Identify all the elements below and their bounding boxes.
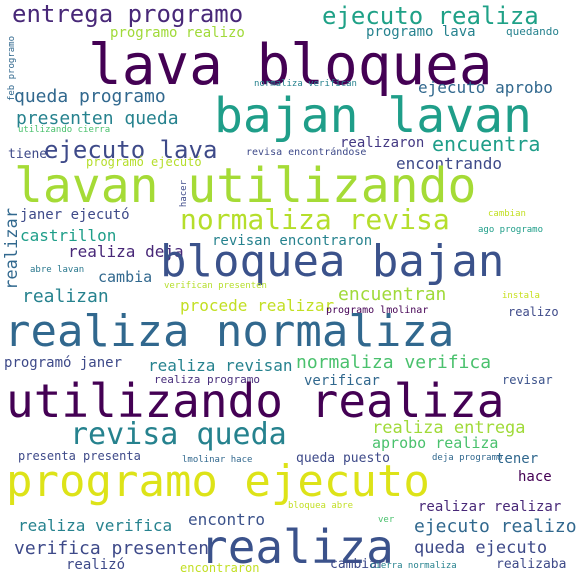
cloud-word: realizar: [2, 208, 22, 290]
cloud-word: tener: [496, 451, 539, 467]
cloud-word: programo lmolinar: [326, 305, 429, 316]
cloud-word: realiza revisan: [148, 356, 293, 375]
cloud-word: verifica presenten: [14, 538, 210, 559]
cloud-word: realizan: [22, 286, 109, 307]
cloud-word: normaliza verifican: [254, 79, 357, 89]
cloud-word: programó janer: [4, 355, 123, 371]
cloud-word: realiza: [200, 520, 394, 574]
cloud-word: programó ejecutó: [86, 155, 202, 169]
cloud-word: verificar: [304, 373, 380, 389]
cloud-word: realizaba: [496, 557, 567, 572]
cloud-word: janer ejecutó: [20, 207, 130, 223]
cloud-word: normaliza revisa: [180, 203, 450, 236]
cloud-word: cambia: [98, 268, 153, 286]
cloud-word: ejecuto realiza: [322, 2, 539, 30]
cloud-word: castrillon: [20, 226, 117, 245]
cloud-word: revisa encontrándose: [246, 147, 367, 158]
cloud-word: aprobo realiza: [372, 434, 499, 452]
cloud-word: bajan lavan: [214, 88, 532, 144]
cloud-word: revisan encontraron: [212, 233, 373, 249]
cloud-word: realiza verifica: [18, 516, 173, 535]
cloud-word: programo ejecuto: [6, 456, 430, 507]
cloud-word: encontro: [188, 510, 266, 529]
cloud-word: ejecuto realizo: [414, 516, 576, 537]
cloud-word: encontraron: [180, 561, 260, 575]
cloud-word: cambiar: [330, 557, 385, 572]
cloud-word: instala: [502, 291, 540, 301]
cloud-word: realizó: [66, 557, 126, 573]
cloud-word: ver: [378, 515, 395, 525]
cloud-word: lmolinar hace: [182, 455, 253, 465]
cloud-word: lavan utilizando: [14, 158, 477, 214]
cloud-word: tiene: [8, 147, 48, 162]
cloud-word: queda puesto: [296, 451, 390, 466]
cloud-word: normaliza verifica: [296, 352, 492, 373]
cloud-word: revisar: [502, 373, 553, 387]
cloud-word: realizo: [508, 305, 559, 319]
cloud-word: deja programo: [432, 453, 503, 463]
cloud-word: presenten queda: [16, 108, 179, 129]
cloud-word: revisa queda: [70, 417, 287, 452]
cloud-word: encuentra: [432, 132, 541, 156]
cloud-word: ejecuto lava: [44, 136, 218, 164]
cloud-word: entrega programo: [12, 0, 244, 28]
cloud-word: queda ejecuto: [414, 538, 548, 558]
cloud-word: utilizando cierra: [18, 125, 111, 135]
cloud-word: verifican presenten: [164, 281, 267, 291]
cloud-word: queda programo: [14, 86, 166, 107]
cloud-word: realizaron: [340, 135, 425, 151]
cloud-word: cambian: [488, 209, 526, 219]
cloud-word: abre lavan: [30, 265, 85, 275]
cloud-word: bloquea bajan: [160, 236, 505, 287]
cloud-word: realizar realizar: [418, 499, 562, 515]
cloud-word: encuentran: [338, 284, 447, 305]
cloud-word: quedando: [506, 25, 559, 38]
cloud-word: programo lava: [366, 24, 476, 40]
cloud-word: realiza normaliza: [4, 306, 455, 357]
cloud-word: realiza entrega: [372, 418, 526, 438]
cloud-word: lava bloquea: [88, 33, 493, 98]
cloud-word: encontrando: [396, 154, 502, 173]
cloud-word: cierra normaliza: [370, 561, 457, 571]
cloud-word: hace: [518, 469, 552, 485]
cloud-word: realiza deja: [68, 242, 184, 261]
cloud-word: programo realizo: [110, 25, 245, 41]
cloud-word: presenta presenta: [18, 449, 141, 463]
cloud-word: ejecuto aprobo: [418, 78, 553, 97]
cloud-word: utilizando realiza: [6, 374, 505, 428]
cloud-word: realiza programo: [154, 373, 260, 386]
cloud-word: bloquea abre: [288, 501, 354, 511]
cloud-word: ago programo: [478, 225, 544, 235]
cloud-word: procede realizar: [180, 296, 335, 315]
